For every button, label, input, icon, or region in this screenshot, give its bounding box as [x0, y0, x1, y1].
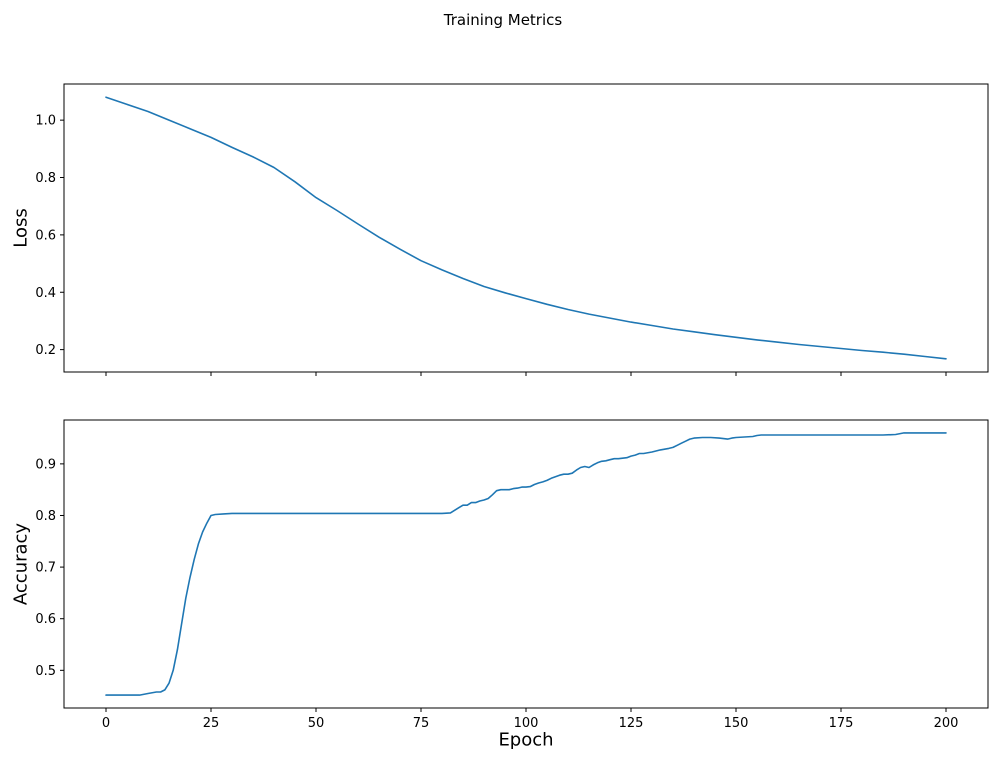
- axes-border: [63, 83, 989, 373]
- x-tick-label: 0: [102, 716, 110, 731]
- y-tick-label: 0.2: [35, 343, 56, 358]
- x-tick-label: 175: [829, 716, 854, 731]
- y-tick-label: 0.9: [35, 457, 56, 472]
- axes-0: 0.2 0.4 0.6 0.8 1.0: [35, 83, 989, 376]
- accuracy-line: [105, 432, 947, 696]
- epoch-axis-label: Epoch: [498, 729, 554, 751]
- y-tick-label: 0.4: [35, 286, 56, 301]
- y-tick-label: 0.8: [35, 171, 56, 186]
- y-tick-label: 0.5: [35, 664, 56, 679]
- x-tick-label: 25: [203, 716, 220, 731]
- y-tick-label: 0.6: [35, 612, 56, 627]
- y-tick-label: 0.7: [35, 561, 56, 576]
- x-tick-label: 150: [724, 716, 749, 731]
- x-tick-label: 75: [413, 716, 430, 731]
- y-tick-label: 1.0: [35, 114, 56, 129]
- figure-title: Training Metrics: [443, 11, 563, 29]
- y-tick-label: 0.8: [35, 509, 56, 524]
- axes-1: 0.5 0.6 0.7 0.8 0.9 0 25 50 75 100 125 150 175 200: [35, 419, 989, 731]
- x-tick-label: 125: [619, 716, 644, 731]
- axes-border: [63, 419, 989, 709]
- x-tick-label: 50: [308, 716, 325, 731]
- x-tick-label: 100: [514, 716, 539, 731]
- x-tick-label: 200: [934, 716, 959, 731]
- y-tick-label: 0.6: [35, 228, 56, 243]
- loss-line: [105, 96, 947, 360]
